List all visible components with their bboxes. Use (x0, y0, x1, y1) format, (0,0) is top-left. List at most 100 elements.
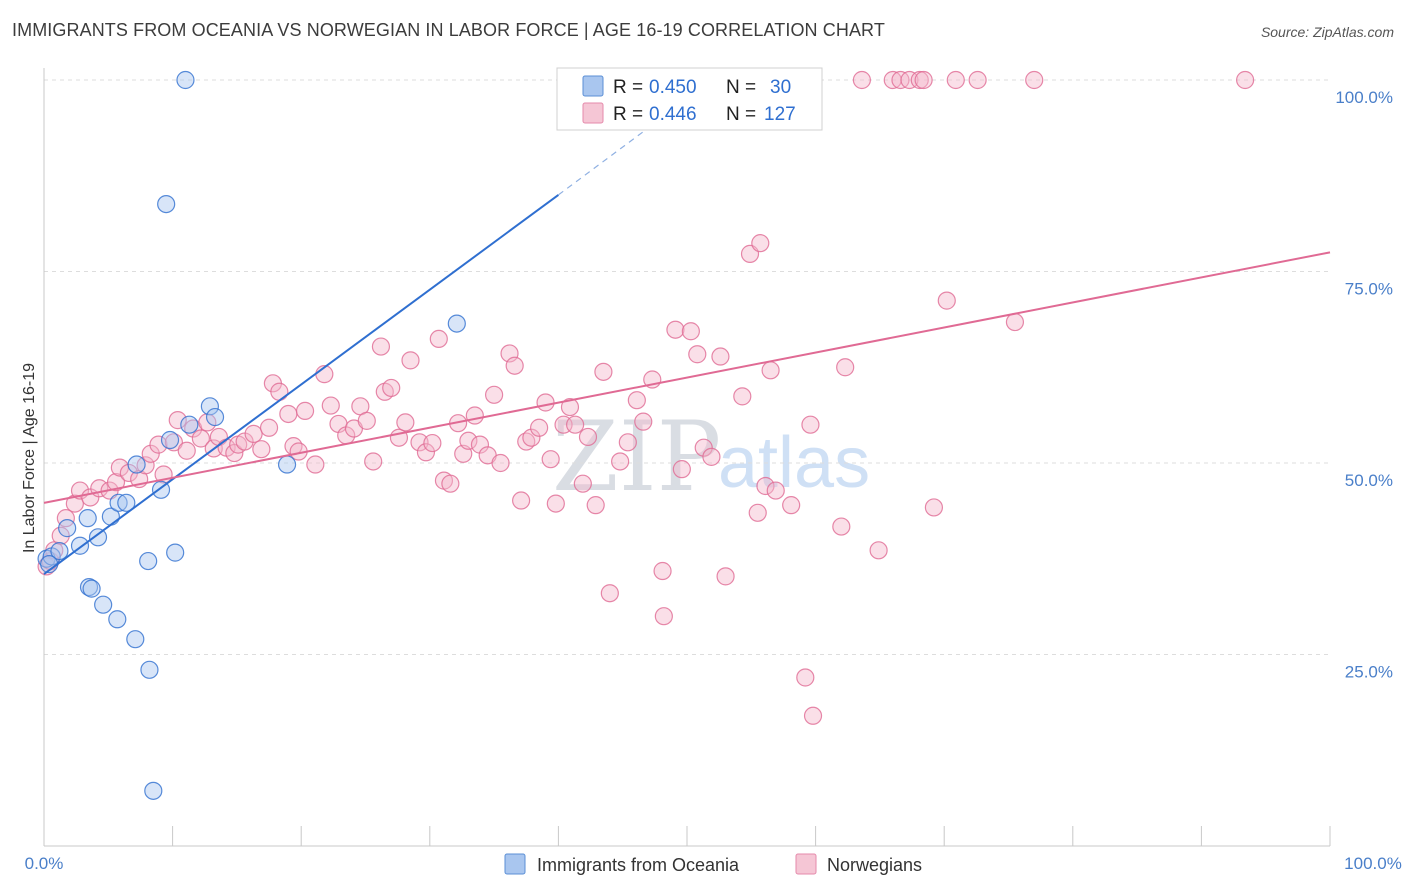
norwegians-point (578, 427, 598, 447)
norwegians-point (485, 385, 504, 404)
norwegians-point (914, 70, 933, 90)
norwegians-point (654, 607, 673, 626)
bottom-legend-oceania-label: Immigrants from Oceania (537, 855, 740, 875)
norwegians-point (505, 356, 524, 375)
norwegians-point (530, 418, 549, 437)
norwegians-point (491, 453, 510, 473)
norwegians-point (429, 329, 448, 349)
norwegians-point (295, 401, 315, 421)
norwegians-point (149, 435, 168, 454)
norwegians-point (396, 413, 415, 432)
norwegians-point (634, 412, 653, 431)
norwegians-point (401, 351, 420, 370)
norwegians-point (141, 444, 160, 463)
norwegians-point (410, 433, 429, 452)
oceania-point (82, 579, 101, 598)
norwegians-point (168, 411, 187, 430)
bottom-legend-oceania-swatch (504, 853, 526, 875)
norwegians-point (536, 393, 555, 412)
oceania-point (126, 630, 145, 649)
norwegians-point (711, 347, 730, 366)
oceania-n-label: N = (726, 77, 756, 98)
norwegians-point (252, 440, 271, 459)
oceania-point (50, 541, 69, 561)
oceania-point (447, 314, 466, 333)
norwegians-point (546, 494, 565, 513)
oceania-point (160, 430, 180, 450)
bottom-legend: Immigrants from Oceania Norwegians (504, 853, 922, 875)
watermark-zip-text: ZIP (552, 401, 721, 513)
norwegians-point (177, 441, 196, 460)
norwegians-point (937, 291, 956, 310)
norwegians-point (573, 474, 592, 493)
norwegians-point (796, 668, 815, 687)
oceania-point (88, 528, 108, 547)
norwegians-point (459, 431, 478, 450)
oceania-r-value: 0.450 (649, 77, 697, 98)
y-axis-label: In Labor Force | Age 16-19 (21, 363, 38, 553)
y-tick-label-75: 75.0% (1345, 280, 1393, 299)
norwegians-point (1236, 70, 1255, 90)
norwegians-point (566, 415, 585, 434)
y-tick-label-100: 100.0% (1335, 88, 1393, 107)
oceania-point (180, 415, 199, 434)
norwegians-swatch (582, 102, 604, 124)
oceania-point (127, 455, 146, 474)
norwegians-point (357, 411, 376, 430)
x-tick-label-max: 100.0% (1344, 854, 1402, 873)
norwegians-point (1025, 70, 1044, 90)
norwegians-point (748, 503, 767, 522)
norwegians-point (512, 491, 531, 510)
norwegians-point (382, 378, 401, 398)
norwegians-point (801, 415, 820, 434)
norwegians-point (306, 455, 325, 474)
oceania-point (94, 595, 113, 614)
oceania-point (109, 493, 128, 512)
oceania-n-value: 30 (770, 77, 791, 98)
oceania-point (144, 781, 163, 800)
oceania-point (140, 660, 159, 679)
oceania-point (58, 519, 77, 538)
oceania-point (139, 551, 158, 571)
norwegians-point (681, 322, 700, 341)
norwegians-point (522, 428, 541, 447)
norwegians-point (946, 70, 965, 90)
x-tick-label-min: 0.0% (25, 854, 64, 873)
oceania-point (78, 509, 97, 528)
norwegians-point (910, 70, 929, 90)
norwegians-point (688, 345, 707, 364)
source-credit: Source: ZipAtlas.com (1260, 24, 1394, 40)
norwegians-point (594, 362, 613, 381)
norwegians-point (627, 391, 646, 410)
norwegians-point (1005, 312, 1025, 332)
oceania-point (200, 397, 219, 416)
norwegians-point (672, 460, 691, 479)
norwegians-point (900, 70, 919, 90)
norwegians-point (761, 361, 780, 380)
norwegians-point (751, 234, 770, 253)
norwegians-point (716, 567, 735, 586)
oceania-points (37, 70, 466, 800)
norwegians-point (782, 496, 801, 515)
norwegians-point (244, 424, 263, 443)
norwegians-point (541, 450, 560, 469)
norwegians-r-label: R = (613, 104, 643, 125)
oceania-r-label: R = (613, 77, 643, 98)
norwegians-point (694, 438, 713, 457)
gridlines (44, 79, 1330, 655)
norwegians-point (279, 404, 298, 424)
norwegians-point (611, 452, 630, 471)
norwegians-point (441, 474, 460, 493)
oceania-point (108, 610, 127, 629)
norwegians-point (852, 70, 871, 90)
norwegians-point (832, 517, 851, 536)
norwegians-r-value: 0.446 (649, 104, 697, 125)
norwegians-point (106, 473, 126, 492)
norwegians-n-value: 127 (764, 104, 796, 125)
oceania-point (205, 407, 225, 427)
x-axis-ticks (43, 826, 1331, 846)
norwegians-point (225, 443, 244, 463)
bottom-legend-norwegians-swatch (795, 853, 817, 875)
y-axis-tick-labels: 25.0% 50.0% 75.0% 100.0% (1335, 88, 1393, 682)
